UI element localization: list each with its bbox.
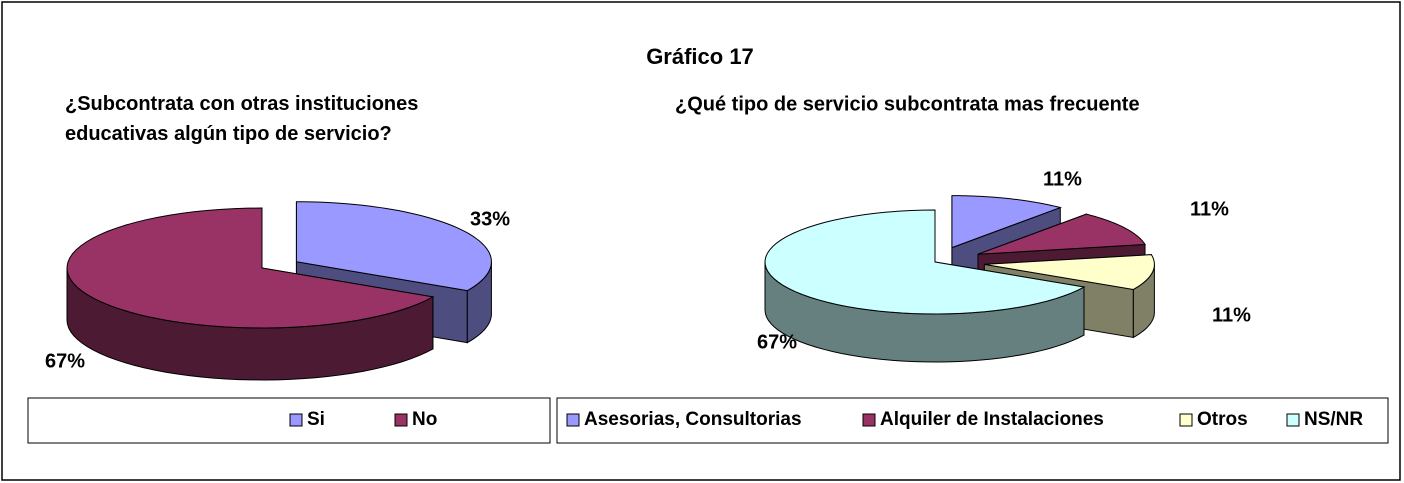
legend-label: No bbox=[412, 409, 437, 430]
data-label: 67% bbox=[757, 331, 797, 353]
subtitle-line: ¿Subcontrata con otras instituciones bbox=[65, 93, 418, 115]
legend-label: Otros bbox=[1197, 409, 1248, 430]
legend-swatch bbox=[289, 413, 303, 427]
legend-label: NS/NR bbox=[1304, 409, 1363, 430]
legend-swatch bbox=[1179, 413, 1193, 427]
legend-label: Asesorias, Consultorias bbox=[584, 409, 802, 430]
slice bbox=[295, 201, 492, 292]
data-label: 11% bbox=[1190, 198, 1229, 220]
legend-box bbox=[27, 397, 551, 444]
chart-title: Gráfico 17 bbox=[646, 44, 754, 69]
subtitle-line: educativas algún tipo de servicio? bbox=[65, 123, 392, 145]
chart-subtitle: ¿Subcontrata con otras instituciones educ… bbox=[65, 93, 418, 145]
data-label: 11% bbox=[1043, 168, 1082, 190]
data-label: 11% bbox=[1212, 304, 1251, 326]
chart-subtitle: ¿Qué tipo de servicio subcontrata mas fr… bbox=[675, 93, 1140, 115]
data-label: 67% bbox=[45, 350, 85, 372]
legend-swatch bbox=[394, 413, 408, 427]
legend-swatch bbox=[1286, 413, 1300, 427]
slice bbox=[984, 254, 1155, 290]
legend-swatch bbox=[862, 413, 876, 427]
legend-swatch bbox=[566, 413, 580, 427]
slice bbox=[977, 213, 1146, 255]
slice bbox=[951, 195, 1062, 249]
slice bbox=[764, 209, 1086, 315]
legend-label: Si bbox=[307, 409, 325, 430]
legend-label: Alquiler de Instalaciones bbox=[880, 409, 1104, 430]
data-label: 33% bbox=[470, 208, 510, 230]
slice bbox=[66, 207, 435, 329]
legend-box bbox=[556, 397, 1389, 444]
